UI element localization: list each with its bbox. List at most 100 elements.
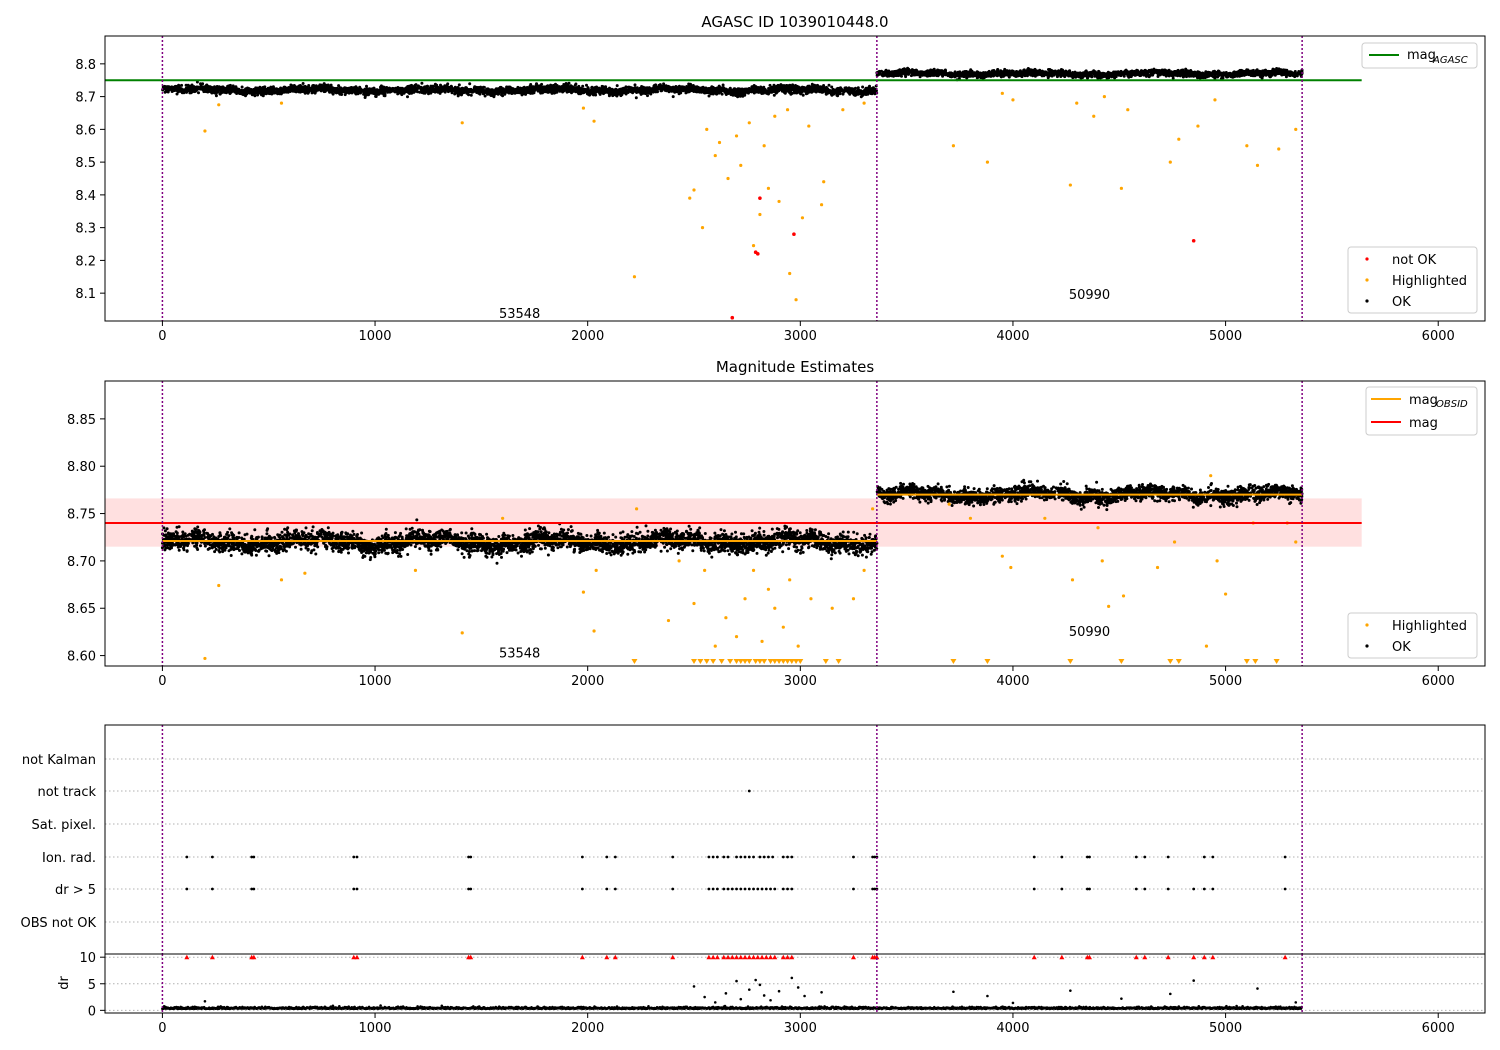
agasc-ok-point: [557, 88, 561, 91]
agasc-ok-point: [717, 88, 720, 91]
agasc-ok-point: [326, 83, 330, 87]
agasc-ok-point: [589, 90, 593, 94]
agasc-ok-point: [494, 88, 497, 92]
agasc-ok-point: [410, 88, 414, 92]
agasc-xtick-label: 6000: [1422, 329, 1455, 344]
agasc-ok-point: [873, 90, 877, 94]
agasc-ok-point: [694, 88, 698, 92]
agasc-ok-point: [673, 88, 677, 92]
agasc-ok-point: [790, 91, 794, 95]
agasc-ok-point: [488, 88, 492, 92]
agasc-ok-point: [280, 91, 284, 95]
agasc-ok-point: [402, 87, 406, 91]
agasc-ok-point: [464, 87, 468, 91]
agasc-ok-point: [391, 86, 395, 90]
agasc-ok-point: [823, 89, 827, 93]
agasc-ok-point: [754, 85, 758, 89]
agasc-ok-point: [407, 87, 411, 91]
agasc-ok-point: [634, 89, 638, 93]
agasc-ok-point: [772, 93, 776, 97]
agasc-ok-point: [585, 83, 588, 87]
agasc-ok-point: [859, 95, 863, 99]
agasc-ok-point: [657, 86, 661, 90]
agasc-ok-point: [827, 83, 831, 87]
agasc-ok-point: [259, 92, 263, 95]
agasc-ok-point: [463, 89, 467, 93]
agasc-ok-point: [426, 84, 429, 88]
agasc-ok-point: [433, 90, 437, 94]
agasc-ok-point: [429, 91, 433, 95]
agasc-ok-point: [815, 87, 819, 91]
agasc-ok-point: [454, 89, 457, 92]
agasc-ok-point: [206, 84, 210, 88]
agasc-ok-point: [781, 88, 784, 92]
agasc-ok-point: [616, 89, 620, 93]
agasc-ok-point: [663, 87, 667, 91]
agasc-ok-point: [844, 86, 848, 90]
agasc-ok-point: [347, 91, 351, 95]
agasc-ytick-label: 8.4: [75, 189, 96, 204]
agasc-ok-point: [268, 91, 271, 95]
agasc-ok-point: [525, 86, 529, 89]
agasc-ok-point: [163, 90, 167, 94]
agasc-ok-point: [365, 84, 368, 88]
agasc-ytick-label: 8.6: [75, 123, 96, 138]
agasc-xtick-label: 2000: [571, 329, 604, 344]
agasc-ok-point: [325, 86, 329, 90]
agasc-ok-point: [619, 94, 623, 98]
agasc-ok-point: [406, 95, 409, 99]
agasc-ok-point: [627, 87, 631, 91]
agasc-ok-point: [687, 84, 691, 88]
agasc-ok-point: [699, 88, 703, 92]
agasc-ok-point: [214, 94, 218, 98]
agasc-ok-point: [261, 89, 265, 93]
agasc-ok-point: [343, 93, 347, 97]
agasc-ok-point: [279, 88, 282, 92]
agasc-ok-point: [768, 83, 772, 87]
agasc-ok-point: [804, 89, 808, 93]
agasc-ok-point: [652, 86, 656, 90]
agasc-ok-point: [860, 91, 864, 95]
agasc-ok-point: [669, 87, 672, 91]
agasc-ok-point: [195, 80, 199, 84]
agasc-ok-point: [167, 85, 171, 89]
agasc-ok-point: [384, 87, 388, 91]
agasc-ok-point: [847, 87, 851, 91]
agasc-ok-point: [683, 87, 687, 91]
agasc-ok-point: [398, 89, 402, 93]
agasc-ok-point: [250, 93, 254, 97]
agasc-ok-point: [425, 89, 429, 92]
agasc-xtick-label: 5000: [1209, 329, 1242, 344]
agasc-ok-point: [449, 84, 453, 88]
agasc-ok-point: [549, 88, 553, 92]
agasc-ok-point: [337, 84, 341, 88]
agasc-ok-point: [353, 88, 357, 92]
agasc-ok-point: [674, 85, 678, 88]
agasc-ok-point: [783, 91, 787, 95]
agasc-ok-point: [469, 93, 473, 97]
agasc-ok-point: [327, 88, 331, 92]
agasc-ok-point: [469, 89, 473, 93]
agasc-ok-point: [593, 86, 597, 90]
agasc-ok-point: [704, 90, 708, 94]
agasc-ok-point: [431, 84, 435, 88]
agasc-ok-point: [570, 91, 573, 95]
agasc-ok-point: [677, 92, 681, 96]
agasc-ok-point: [821, 90, 825, 94]
agasc-ok-point: [671, 95, 675, 99]
agasc-ok-point: [247, 87, 251, 91]
agasc-ok-point: [197, 87, 200, 90]
agasc-ok-point: [408, 92, 411, 95]
agasc-ok-point: [355, 91, 359, 95]
agasc-ok-point: [375, 88, 379, 92]
agasc-ok-point: [374, 95, 378, 98]
agasc-ok-point: [265, 88, 269, 92]
agasc-ok-point: [347, 88, 351, 92]
agasc-ok-point: [824, 92, 828, 96]
agasc-ok-point: [812, 85, 816, 89]
agasc-ok-point: [231, 84, 235, 88]
agasc-ok-point: [482, 85, 486, 89]
agasc-ok-point: [383, 92, 387, 96]
agasc-ok-point: [338, 92, 342, 95]
